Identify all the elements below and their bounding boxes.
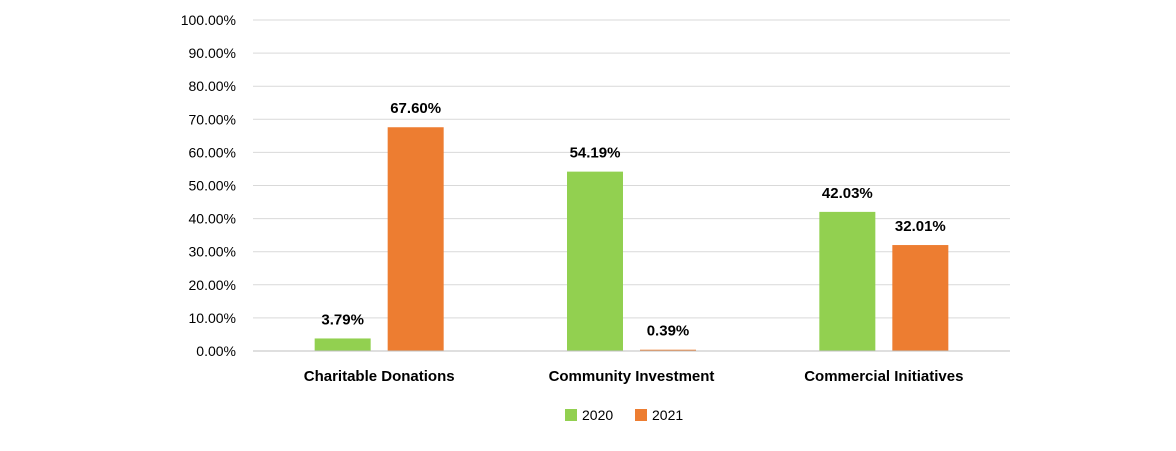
data-label: 42.03% — [822, 185, 873, 202]
legend-label: 2020 — [582, 407, 613, 423]
data-label: 67.60% — [390, 100, 441, 117]
bar-2021-2 — [892, 245, 949, 351]
legend: 2020 2021 — [565, 407, 683, 423]
y-tick-label: 0.00% — [196, 343, 236, 359]
y-tick-label: 30.00% — [189, 244, 236, 260]
y-tick-label: 60.00% — [189, 144, 236, 160]
y-tick-label: 90.00% — [189, 45, 236, 61]
y-tick-label: 50.00% — [189, 178, 236, 194]
y-axis-tick-labels: 0.00% 10.00% 20.00% 30.00% 40.00% 50.00% 60.00… — [181, 12, 236, 359]
category-label: Community Investment — [549, 368, 715, 385]
data-labels: 3.79% 67.60% 54.19% 0.39% 42.03% 32.01% — [321, 100, 945, 339]
y-tick-label: 100.00% — [181, 12, 236, 28]
y-tick-label: 80.00% — [189, 78, 236, 94]
data-label: 32.01% — [895, 218, 946, 235]
legend-swatch — [565, 409, 577, 421]
y-tick-label: 20.00% — [189, 277, 236, 293]
gridlines — [253, 19, 1010, 319]
data-label: 54.19% — [570, 145, 621, 162]
legend-item-2021: 2021 — [635, 407, 683, 423]
bar-2020-0 — [314, 338, 371, 351]
bar-2020-2 — [819, 211, 876, 351]
category-label: Commercial Initiatives — [804, 368, 963, 385]
y-tick-label: 10.00% — [189, 310, 236, 326]
legend-label: 2021 — [652, 407, 683, 423]
category-label: Charitable Donations — [304, 368, 455, 385]
bar-2020-1 — [567, 171, 623, 351]
y-tick-label: 70.00% — [189, 111, 236, 127]
legend-item-2020: 2020 — [565, 407, 613, 423]
legend-swatch — [635, 409, 647, 421]
y-tick-label: 40.00% — [189, 211, 236, 227]
bars — [314, 127, 949, 351]
bar-2021-0 — [387, 127, 444, 351]
bar-2021-1 — [640, 349, 696, 351]
x-axis-category-labels: Charitable Donations Community Investment… — [304, 368, 964, 385]
data-label: 3.79% — [321, 311, 364, 328]
data-label: 0.39% — [647, 323, 690, 340]
